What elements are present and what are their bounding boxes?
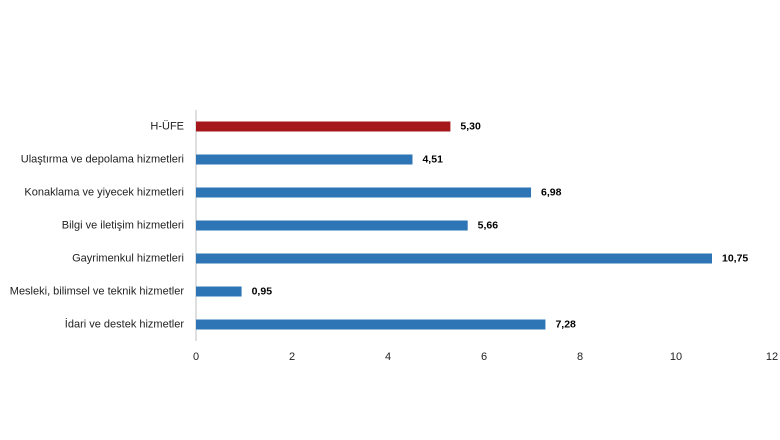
value-label: 4,51 xyxy=(422,153,443,165)
bar xyxy=(196,187,532,198)
value-label: 0,95 xyxy=(252,285,273,297)
value-label: 5,66 xyxy=(478,219,499,231)
x-tick-label: 6 xyxy=(481,351,487,363)
value-label: 6,98 xyxy=(541,186,562,198)
value-label: 7,28 xyxy=(555,318,576,330)
bar xyxy=(196,286,242,297)
bar xyxy=(196,154,413,165)
x-tick-label: 10 xyxy=(670,351,682,363)
value-label: 5,30 xyxy=(460,120,481,132)
y-tick-label: H-ÜFE xyxy=(150,120,184,132)
bar xyxy=(196,319,546,330)
x-tick-label: 4 xyxy=(385,351,391,363)
y-tick-label: Bilgi ve iletişim hizmetleri xyxy=(62,219,184,231)
x-tick-label: 12 xyxy=(766,351,778,363)
bar xyxy=(196,121,451,132)
y-tick-label: İdari ve destek hizmetler xyxy=(65,317,185,330)
bar xyxy=(196,253,712,264)
value-label: 10,75 xyxy=(722,252,748,264)
y-tick-label: Gayrimenkul hizmetleri xyxy=(72,252,184,264)
y-tick-label: Mesleki, bilimsel ve teknik hizmetler xyxy=(10,285,185,297)
x-tick-label: 2 xyxy=(289,351,295,363)
x-tick-label: 8 xyxy=(577,351,583,363)
x-tick-label: 0 xyxy=(193,351,199,363)
bar xyxy=(196,220,468,231)
y-tick-label: Konaklama ve yiyecek hizmetleri xyxy=(24,186,184,198)
y-tick-label: Ulaştırma ve depolama hizmetleri xyxy=(21,153,184,165)
